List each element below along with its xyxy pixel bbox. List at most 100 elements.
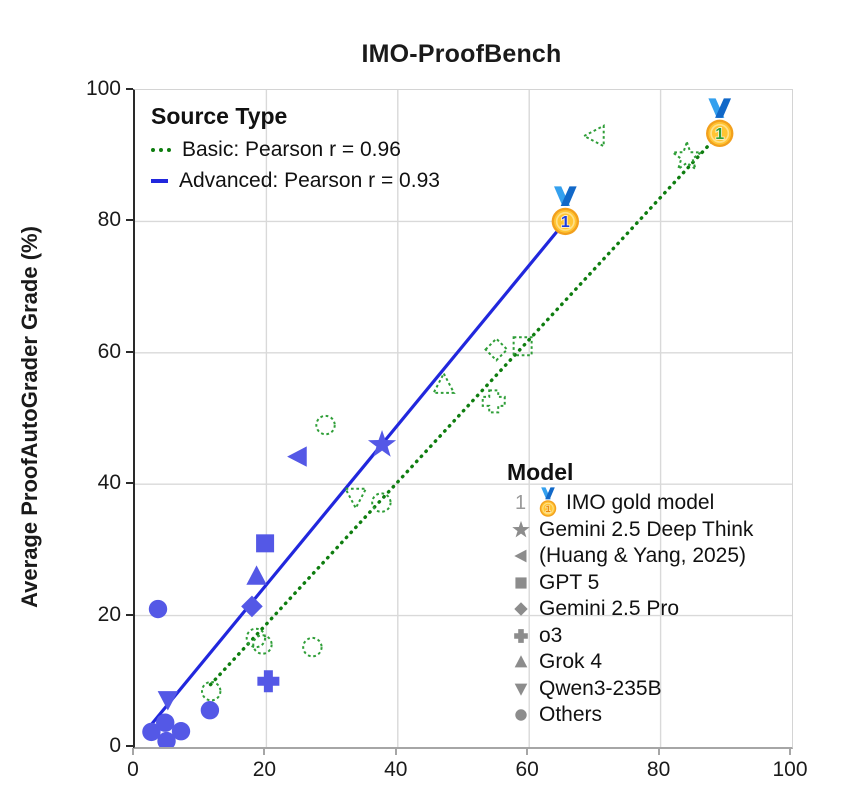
point-basic-gemini-2-5-pro [484, 337, 509, 362]
y-tick-mark [126, 350, 133, 353]
circle-icon [507, 705, 534, 725]
point-basic-qwen3-235b [343, 487, 368, 511]
legend-model-item-qwen3-235b: Qwen3-235B [507, 676, 753, 703]
point-advanced-others [171, 722, 191, 741]
point-advanced-huang-yang-2025 [287, 446, 307, 467]
legend-source-item-advanced: Advanced: Pearson r = 0.93 [151, 165, 440, 196]
svg-text:1: 1 [561, 214, 570, 231]
legend-model-item-imo-gold-model: 1 1 IMO gold model [507, 487, 753, 519]
legend-model-label: Gemini 2.5 Pro [539, 597, 680, 621]
star-glyph [511, 520, 530, 538]
y-tick-label: 60 [97, 339, 121, 363]
legend-model-item-o3: o3 [507, 623, 753, 650]
x-tick-label: 40 [384, 758, 408, 781]
point-advanced-qwen3-235b [157, 691, 179, 711]
triangle-left-icon [507, 546, 534, 566]
svg-text:1: 1 [715, 126, 724, 143]
point-advanced-others [200, 701, 220, 720]
point-advanced-others [142, 722, 161, 742]
medal-icon: 1 [534, 487, 561, 519]
triangle-left-glyph [513, 549, 526, 563]
legend-model-label: o3 [539, 623, 563, 647]
x-tick-label: 0 [127, 758, 139, 781]
point-basic-others [252, 634, 273, 655]
point-advanced-others [156, 713, 175, 732]
legend-model-item-grok-4: Grok 4 [507, 649, 753, 676]
legend-model-item-gpt-5: GPT 5 [507, 570, 753, 597]
legend-model-label: (Huang & Yang, 2025) [539, 544, 747, 568]
legend-source-label: Basic: Pearson r = 0.96 [182, 137, 401, 161]
legend-model-title: Model [507, 459, 574, 485]
svg-text:1: 1 [545, 504, 551, 515]
y-tick-mark [126, 745, 133, 747]
x-tick-label: 80 [646, 758, 671, 781]
point-basic-o3 [481, 389, 506, 414]
point-basic-imo-gold-model: 1 [706, 98, 734, 148]
legend-source-label: Advanced: Pearson r = 0.93 [179, 168, 440, 192]
legend-source-type: Source Type Basic: Pearson r = 0.96 Advan… [151, 103, 440, 196]
y-tick-label: 40 [97, 471, 121, 495]
basic-line-sample [151, 147, 171, 152]
y-tick-mark [126, 613, 133, 616]
legend-model: Model 1 1 IMO gold model Gemini 2.5 Deep Th… [507, 459, 753, 729]
y-tick-mark [126, 482, 133, 485]
y-axis-label: Average ProofAutoGrader Grade (%) [17, 226, 42, 608]
plus-glyph [513, 628, 528, 643]
medal-glyph: 1 [539, 487, 556, 517]
point-advanced-grok-4 [246, 565, 267, 585]
legend-model-label: Qwen3-235B [539, 676, 662, 700]
legend-model-label: Gemini 2.5 Deep Think [539, 517, 754, 541]
circle-glyph [514, 709, 527, 721]
y-tick-label: 100 [85, 77, 121, 100]
point-basic-huang-yang-2025 [581, 124, 605, 148]
x-tick-mark [789, 748, 791, 755]
y-tick-label: 0 [109, 734, 121, 757]
plot-canvas: 11 [135, 90, 792, 747]
triangle-down-glyph [514, 683, 527, 696]
y-tick-mark [126, 219, 133, 222]
point-basic-others [201, 680, 222, 702]
triangle-up-glyph [514, 655, 527, 668]
square-glyph [514, 577, 527, 589]
y-tick-label: 20 [97, 602, 121, 626]
x-tick-mark [132, 748, 134, 755]
trendline-basic [208, 131, 722, 687]
x-tick-mark [657, 748, 660, 755]
x-tick-mark [394, 748, 397, 755]
point-advanced-gemini-2-5-pro [241, 595, 263, 618]
point-basic-others [315, 414, 336, 436]
legend-model-item-gemini-2-5-pro: Gemini 2.5 Pro [507, 596, 753, 623]
legend-model-item-huang-yang-2025: (Huang & Yang, 2025) [507, 543, 753, 570]
triangle-down-icon [507, 679, 534, 699]
y-tick-label: 80 [97, 208, 121, 232]
point-advanced-others [157, 731, 176, 747]
legend-model-item-others: Others [507, 702, 753, 729]
legend-model-label: GPT 5 [539, 570, 600, 594]
point-basic-others [371, 492, 392, 513]
point-basic-gemini-2-5-deep-think [669, 139, 704, 172]
chart-title: IMO-ProofBench [361, 40, 562, 68]
point-advanced-others [148, 599, 168, 619]
point-advanced-imo-gold-model: 1 [551, 186, 580, 236]
x-tick-label: 60 [515, 758, 539, 781]
square-icon [507, 573, 534, 593]
legend-model-item-gemini-2-5-deep-think: Gemini 2.5 Deep Think [507, 517, 753, 544]
trendline-advanced [148, 220, 567, 727]
legend-source-item-basic: Basic: Pearson r = 0.96 [151, 134, 440, 165]
x-tick-mark [526, 748, 529, 755]
legend-model-label: Others [539, 703, 603, 727]
point-basic-gpt-5 [512, 336, 533, 357]
plus-icon [507, 626, 534, 646]
point-advanced-o3 [257, 670, 280, 693]
star-icon [507, 520, 534, 540]
advanced-line-sample [151, 178, 168, 183]
point-advanced-gemini-2-5-deep-think [367, 429, 397, 457]
legend-source-type-title: Source Type [151, 103, 288, 129]
x-tick-label: 100 [772, 758, 808, 781]
legend-model-label: IMO gold model [566, 491, 715, 515]
y-tick-mark [126, 88, 133, 90]
legend-medal-rank-prefix: 1 [514, 491, 527, 514]
point-advanced-gpt-5 [256, 534, 275, 553]
